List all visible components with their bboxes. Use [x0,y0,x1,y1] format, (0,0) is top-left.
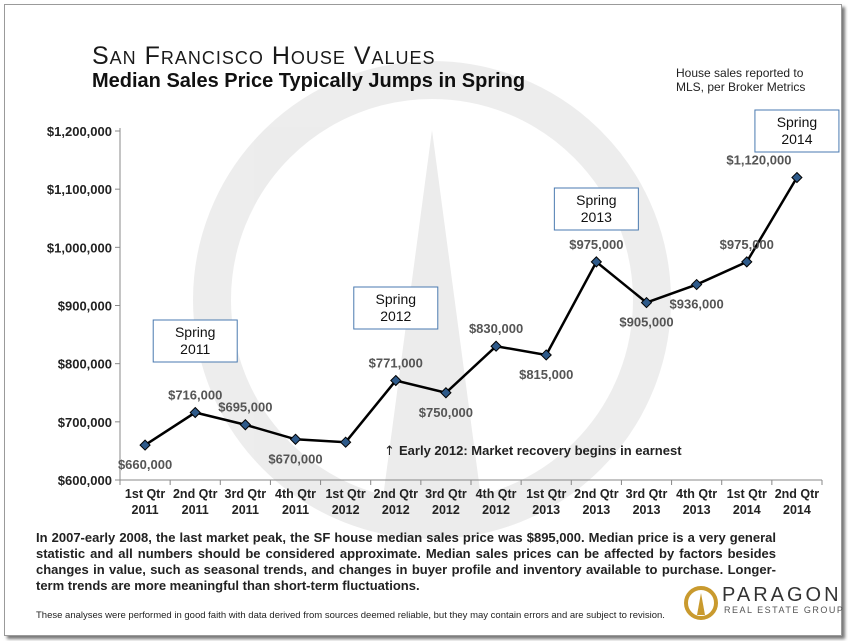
data-label: $695,000 [218,400,272,415]
data-label: $905,000 [619,315,673,330]
data-point [189,406,201,419]
x-tick-label: 2012 [332,503,360,517]
data-point [540,349,552,361]
callout-border [152,319,238,363]
x-tick-label: 2nd Qtr [574,487,619,501]
footnote: In 2007-early 2008, the last market peak… [36,530,776,593]
x-tick-label: 1st Qtr [125,487,165,501]
x-axis: 1st Qtr 2011 2nd Qtr 2011 3rd Qtr 2011 4th Qtr… [119,479,823,517]
x-tick-label: 1st Qtr [526,487,566,501]
x-tick-label: 3rd Qtr [626,487,668,501]
source-note: House sales reported to MLS, per Broker … [676,66,806,94]
data-point [390,374,402,387]
x-tick-label: 2014 [733,503,761,517]
callout-label: Spring [777,114,817,130]
x-tick-label: 1st Qtr [325,487,365,501]
y-tick-label: $900,000 [58,299,112,314]
data-label: $771,000 [369,356,423,371]
x-tick-label: 2nd Qtr [173,487,218,501]
x-tick-label: 4th Qtr [676,487,717,501]
data-label: $815,000 [519,367,573,382]
data-point [640,296,653,309]
y-tick-label: $800,000 [58,357,112,372]
y-tick-label: $1,000,000 [47,240,112,255]
callout-label: Spring [175,324,215,340]
callout-label: Spring [376,291,416,307]
callout-label: 2013 [581,209,612,225]
callout-border [754,109,840,153]
x-tick-label: 2014 [783,503,811,517]
series-median-price [139,171,803,451]
annotation-group: ↑ Early 2012: Market recovery begins in … [384,443,682,459]
data-point [690,278,703,291]
chart-title: San Francisco House Values [92,42,436,70]
y-tick-label: $1,200,000 [47,124,112,139]
y-tick-label: $700,000 [58,415,112,430]
annotation-text: Early 2012: Market recovery begins in ea… [399,443,682,458]
y-axis: $600,000 $700,000 $800,000 $900,000 $1,000,0… [47,124,121,488]
x-tick-label: 2012 [432,503,460,517]
data-point [440,387,452,399]
x-tick-label: 2012 [382,503,410,517]
data-labels: $660,000 $716,000$695,000 $670,000 $771,000… [118,153,792,473]
data-label: $660,000 [118,457,172,472]
x-tick-label: 2013 [633,503,661,517]
x-tick-label: 2013 [532,503,560,517]
x-tick-label: 2011 [132,503,159,517]
data-label: $750,000 [419,405,473,420]
data-label: $975,000 [720,237,774,252]
x-tick-label: 4th Qtr [476,487,517,501]
chart-subtitle: Median Sales Price Typically Jumps in Sp… [92,70,526,92]
series-line [144,176,799,447]
x-tick-label: 3rd Qtr [425,487,467,501]
paragon-logo-icon [684,586,718,620]
data-label: $716,000 [168,388,222,403]
x-tick-label: 2nd Qtr [775,487,820,501]
annotation-arrow-icon: ↑ [384,444,395,459]
callout-border [353,286,439,330]
callout-label: 2012 [380,308,411,324]
callout-border [553,187,639,231]
data-point [139,439,151,451]
x-tick-label: 2011 [282,503,309,517]
data-label: $1,120,000 [726,153,791,168]
data-label: $975,000 [569,237,623,252]
x-tick-label: 3rd Qtr [225,487,267,501]
data-label: $670,000 [268,451,322,466]
x-tick-label: 4th Qtr [275,487,316,501]
callout-label: 2011 [180,341,210,357]
data-point [239,419,252,431]
x-tick-label: 2012 [482,503,510,517]
data-point [590,256,603,268]
x-tick-label: 2nd Qtr [374,487,419,501]
x-tick-label: 2013 [582,503,610,517]
x-tick-label: 2011 [182,503,209,517]
disclaimer: These analyses were performed in good fa… [36,610,665,621]
data-point [791,171,803,184]
y-tick-label: $1,100,000 [47,182,112,197]
logo-tagline: REAL ESTATE GROUP [724,605,845,615]
data-label: $936,000 [670,297,724,312]
x-tick-label: 2011 [232,503,259,517]
x-tick-label: 1st Qtr [727,487,767,501]
y-tick-label: $600,000 [58,473,112,488]
data-label: $830,000 [469,321,523,336]
data-point [289,433,302,445]
x-tick-label: 2013 [683,503,711,517]
data-point [339,436,352,448]
callout-label: 2014 [781,131,812,147]
logo-name: PARAGON [722,584,842,606]
data-point [490,340,502,352]
callout-label: Spring [576,192,616,208]
data-point [741,256,753,268]
